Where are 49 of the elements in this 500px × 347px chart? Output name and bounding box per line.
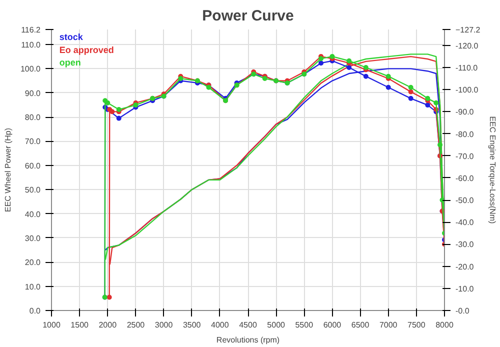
y-axis-title: EEC Wheel Power (Hp) <box>3 128 12 212</box>
y2-tick-label: -90.0 <box>456 108 474 117</box>
x-tick-label: 6500 <box>351 320 370 330</box>
x-tick-label: 4500 <box>239 320 258 330</box>
y-tick-label: 60.0 <box>24 161 42 170</box>
x-tick-label: 2500 <box>126 320 146 330</box>
y-tick-label: 80.0 <box>24 113 42 122</box>
y2-tick-label: -70.0 <box>456 152 474 161</box>
y-tick-label: 90.0 <box>24 88 42 98</box>
x-tick-label: 8000 <box>436 320 454 330</box>
y2-tick-label: -40.0 <box>456 218 474 228</box>
y2-tick-label: -110.0 <box>456 63 478 72</box>
text: stock <box>59 32 84 42</box>
x-tick-label: 6000 <box>323 320 342 330</box>
y2-tick-label: -60.0 <box>456 174 474 183</box>
x-tick-label: 2000 <box>98 320 118 330</box>
y-tick-label: 40.0 <box>24 210 42 219</box>
y2-tick-label: -30.0 <box>456 240 474 250</box>
y2-tick-label: -10.0 <box>456 284 474 294</box>
y2-tick-label: -80.0 <box>456 130 474 139</box>
y-tick-label: 50.0 <box>24 186 42 195</box>
y2-tick-label: -100.0 <box>456 86 479 95</box>
y2-tick-label: -0.0 <box>456 306 470 316</box>
y2-tick-label: −127.2 <box>456 26 481 34</box>
y2-tick-label: -20.0 <box>456 262 474 272</box>
chart-title: Power Curve <box>202 8 294 24</box>
y2-tick-label: -50.0 <box>456 196 474 206</box>
x-tick-label: 7500 <box>408 320 426 330</box>
y2-tick-label: -120.0 <box>456 41 479 50</box>
y-tick-label: 116.2 <box>21 26 42 34</box>
y-tick-label: 100.0 <box>20 64 42 74</box>
x-tick-label: 5000 <box>267 320 286 330</box>
y-tick-label: 70.0 <box>24 137 42 146</box>
y-tick-label: 10.0 <box>24 282 42 292</box>
x-tick-label: 3500 <box>182 320 202 330</box>
x-axis-title: Revolutions (rpm) <box>216 336 280 344</box>
x-tick-label: 3000 <box>154 320 174 330</box>
x-tick-label: 5500 <box>295 320 314 330</box>
text: open <box>59 57 81 68</box>
y2-axis-title: EEC Engine Torque-Loss(Nm) <box>488 116 498 224</box>
y-tick-label: 110.0 <box>21 40 42 50</box>
x-tick-label: 7000 <box>379 320 398 330</box>
x-tick-label: 1000 <box>42 320 61 330</box>
y-tick-label: 20.0 <box>24 258 42 268</box>
y-tick-label: 0.0 <box>29 306 42 316</box>
y-tick-label: 30.0 <box>24 234 42 243</box>
x-tick-label: 1500 <box>70 320 90 330</box>
x-tick-label: 4000 <box>211 320 230 330</box>
text: Eo approved <box>59 44 114 55</box>
